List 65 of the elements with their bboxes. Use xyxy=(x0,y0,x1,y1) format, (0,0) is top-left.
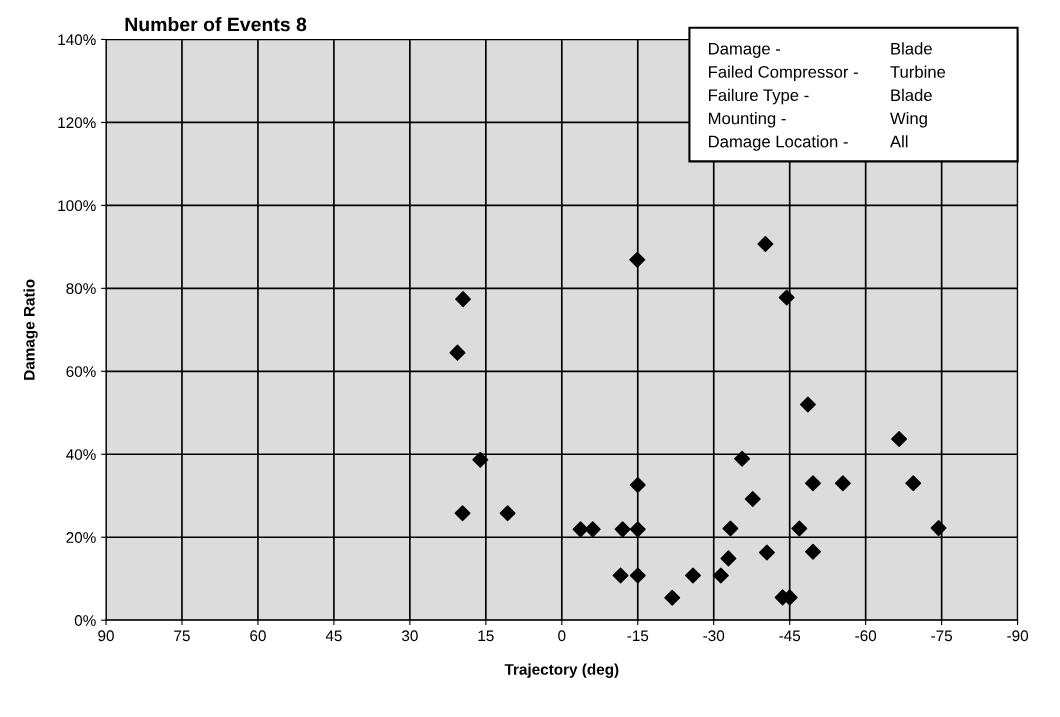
point xyxy=(572,521,589,538)
y-axis-title: Damage Ratio xyxy=(23,279,38,380)
point xyxy=(734,450,751,467)
annotation: Failed Compressor - xyxy=(709,65,858,82)
point xyxy=(805,475,821,492)
point xyxy=(757,235,774,252)
point xyxy=(629,567,646,584)
y-tick-label: 60% xyxy=(66,366,96,377)
point xyxy=(612,567,629,584)
x-tick-label: -30 xyxy=(703,630,725,642)
annotation: All xyxy=(890,135,908,148)
point xyxy=(834,475,851,492)
y-tick-label: 0% xyxy=(74,615,96,626)
point xyxy=(905,475,922,492)
annotation: Blade xyxy=(891,42,932,55)
y-tick-label: 100% xyxy=(58,200,96,212)
point xyxy=(778,289,795,306)
point xyxy=(664,589,681,606)
y-tick-label: 80% xyxy=(66,283,96,295)
x-tick-label: -15 xyxy=(627,630,649,642)
annotation: Damage - xyxy=(709,42,781,58)
point xyxy=(891,430,908,447)
point xyxy=(472,451,489,468)
x-tick-label: 75 xyxy=(174,630,190,642)
point xyxy=(454,505,471,522)
y-tick-label: 40% xyxy=(66,449,96,460)
x-axis-title: Trajectory (deg) xyxy=(504,663,619,678)
point xyxy=(744,491,761,508)
point xyxy=(722,520,739,537)
annotation: Wing xyxy=(890,112,927,128)
annotation: Turbine xyxy=(890,65,946,78)
x-tick-label: 90 xyxy=(98,630,114,642)
point xyxy=(930,520,947,537)
point xyxy=(720,550,737,567)
y-tick-label: 120% xyxy=(58,117,96,129)
y-tick-label: 140% xyxy=(58,34,96,46)
point xyxy=(629,251,646,268)
point xyxy=(684,567,701,584)
point xyxy=(455,291,472,308)
annotation: Failure Type - xyxy=(709,88,809,105)
point xyxy=(614,521,631,538)
point xyxy=(758,544,775,561)
x-tick-label: 0 xyxy=(558,630,566,642)
x-tick-label: 45 xyxy=(325,630,342,642)
annotation: Damage Location - xyxy=(709,135,848,151)
annotation: Blade xyxy=(891,88,932,102)
point xyxy=(629,521,646,538)
x-tick-label: 30 xyxy=(401,630,418,642)
x-tick-label: 15 xyxy=(478,630,494,642)
point xyxy=(629,476,646,493)
y-tick-label: 20% xyxy=(66,532,96,543)
point xyxy=(712,567,729,584)
point xyxy=(805,543,821,560)
point xyxy=(584,521,601,538)
x-tick-label: 60 xyxy=(250,630,266,642)
point xyxy=(499,505,516,522)
annotation: Mounting - xyxy=(709,112,786,128)
x-tick-label: -75 xyxy=(931,630,953,642)
x-tick-label: -60 xyxy=(855,630,877,642)
chart-title: Number of Events 8 xyxy=(125,17,307,32)
point xyxy=(449,344,466,361)
point xyxy=(799,396,816,413)
point xyxy=(791,520,808,537)
x-tick-label: -90 xyxy=(1007,630,1029,642)
x-tick-label: -45 xyxy=(779,630,801,642)
